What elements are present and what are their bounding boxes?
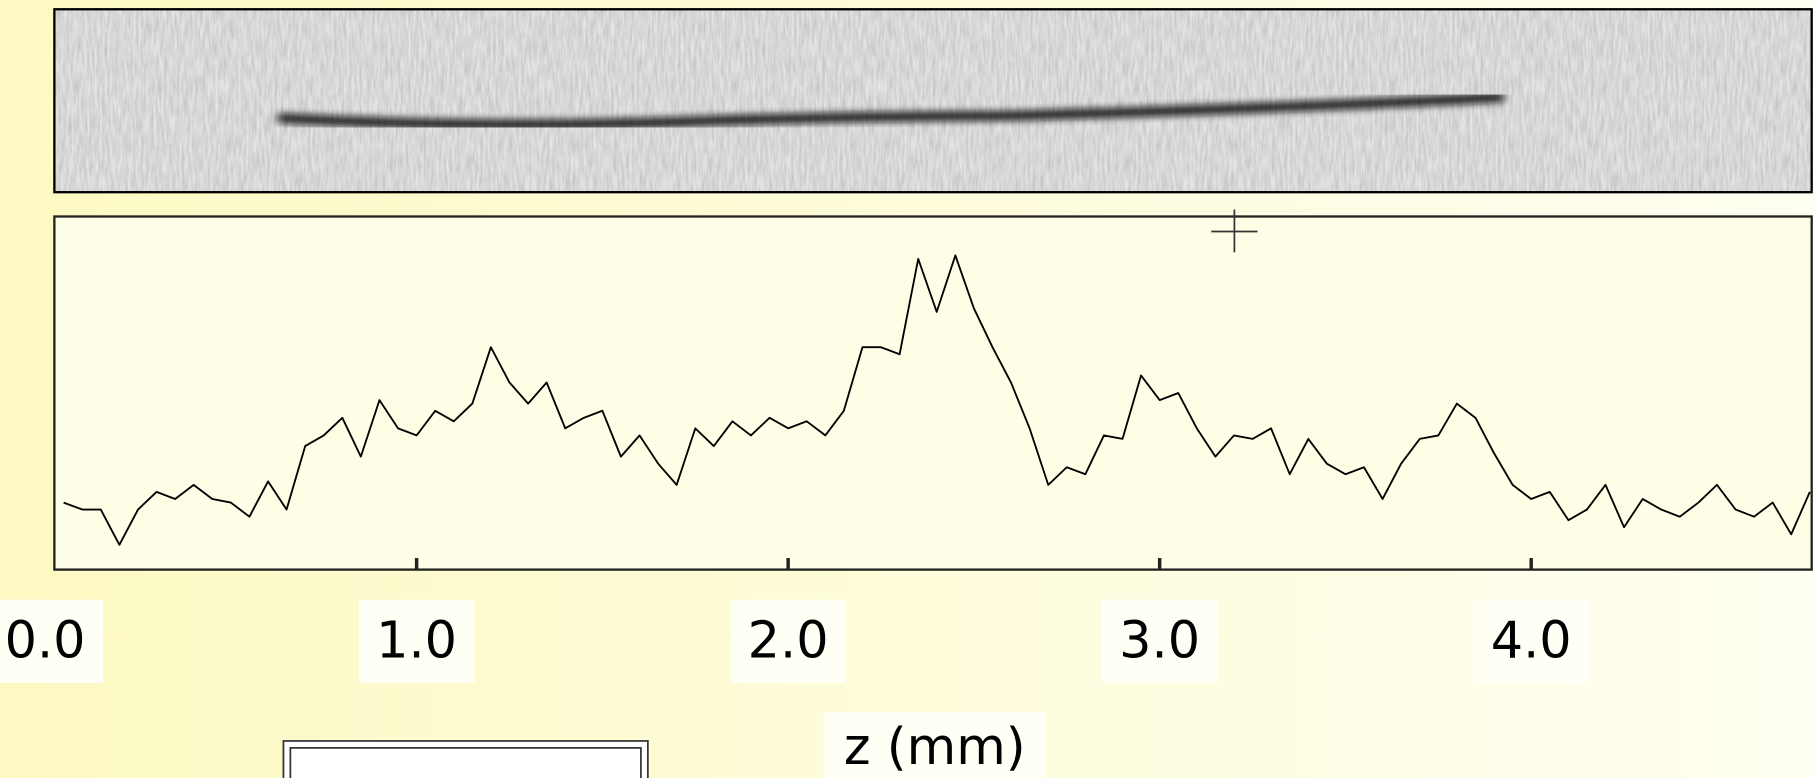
plot-area — [53, 215, 1813, 571]
x-tick-label: 3.0 — [1119, 612, 1200, 671]
image-streak — [277, 92, 1505, 130]
crosshair — [1211, 209, 1258, 253]
image-strip — [53, 8, 1813, 194]
label-bg — [823, 712, 1046, 778]
profile-line — [63, 254, 1811, 546]
label-bg — [1473, 599, 1590, 684]
x-tick-label: 4.0 — [1491, 612, 1572, 671]
x-axis-label: z (mm) — [844, 718, 1026, 777]
label-bg — [1101, 599, 1218, 684]
label-bg — [730, 599, 846, 684]
inset-outer — [282, 740, 649, 778]
x-tick-label: 2.0 — [748, 612, 829, 671]
inset-inner — [289, 747, 642, 778]
inset-box — [282, 740, 649, 778]
x-tick-label: 0.0 — [5, 612, 86, 671]
x-tick-label: 1.0 — [376, 612, 457, 671]
label-bg — [358, 599, 475, 684]
image-frame — [53, 8, 1813, 194]
label-bg — [0, 599, 103, 684]
image-noise — [54, 9, 1812, 193]
